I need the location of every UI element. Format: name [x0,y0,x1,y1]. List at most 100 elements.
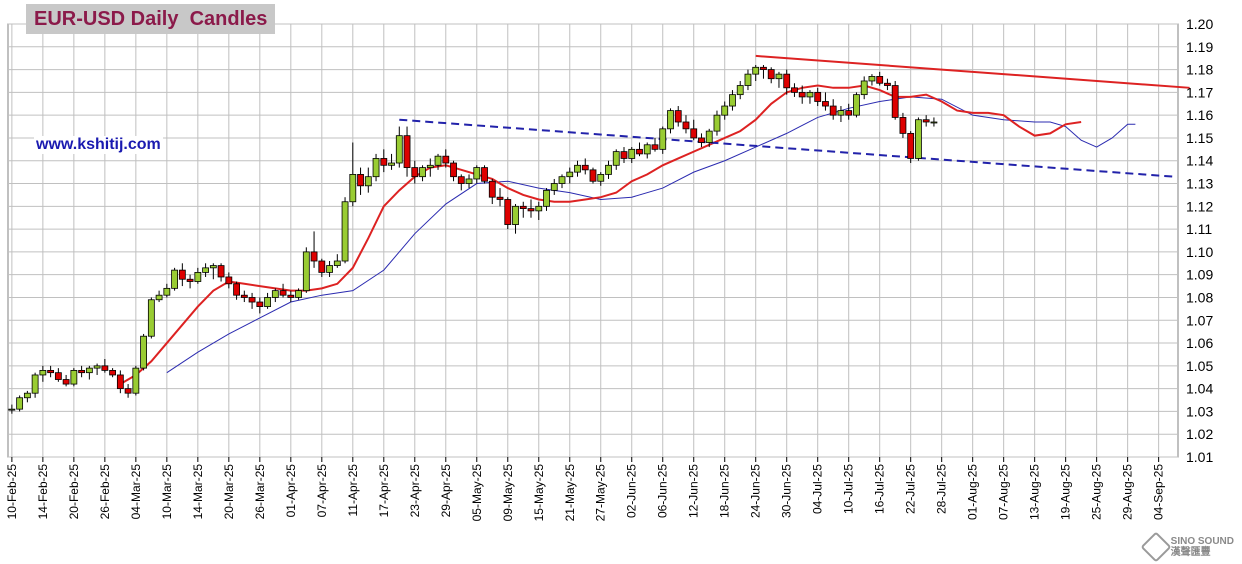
x-tick-label: 27-May-25 [594,464,608,522]
candle-body [481,167,488,182]
candle [302,247,310,293]
candle [240,290,248,303]
candle [217,263,225,282]
candle [853,92,860,118]
candle [705,128,713,148]
candle-body [643,144,651,155]
y-tick-label: 1.05 [1186,358,1213,374]
candle [868,74,876,86]
y-tick-label: 1.01 [1186,449,1213,465]
x-tick-label: 24-Jun-25 [749,464,763,518]
candle [682,115,690,134]
candle [713,110,721,136]
candle-body [217,265,225,278]
candle-body [651,144,659,150]
candle-body [558,176,566,184]
website-link[interactable]: www.kshitij.com [34,136,163,154]
x-tick-label: 18-Jun-25 [718,464,732,518]
candle-body [209,265,217,269]
y-axis: 1.01 1.02 1.03 1.04 1.05 1.06 1.07 1.08 1.09 1.10… [1186,16,1213,465]
candle [659,126,667,154]
candle-body [147,299,155,337]
candle-body [519,205,527,209]
candle-body [760,66,767,70]
y-tick-label: 1.10 [1186,244,1213,260]
x-tick-label: 10-Mar-25 [160,464,174,520]
candle-body [70,369,78,385]
x-tick-label: 20-Mar-25 [222,464,236,520]
candle [543,188,550,211]
y-tick-label: 1.04 [1186,381,1213,397]
candles [8,65,938,414]
watermark-line1: SINO SOUND [1170,536,1234,547]
candle-body [426,164,434,168]
candle-body [713,114,721,132]
candle [248,292,256,309]
candle-body [775,73,783,80]
candle [256,297,264,314]
candle [806,90,814,104]
candle-body [380,158,388,166]
y-tick-label: 1.02 [1186,426,1213,442]
candle [132,365,140,396]
candle-body [698,137,705,143]
candle-body [930,121,938,124]
candle [597,172,605,186]
candle-body [279,290,287,296]
candle-body [822,101,829,107]
candle [442,149,450,168]
x-tick-label: 09-May-25 [501,464,515,522]
candle [357,167,364,195]
candle [589,167,597,184]
y-tick-label: 1.15 [1186,130,1213,146]
candle-body [620,151,628,159]
candle [636,142,643,157]
candle [155,290,163,303]
x-tick-label: 10-Feb-25 [5,464,19,520]
candle [876,71,884,86]
candle-body [597,174,605,182]
candle-body [457,176,465,184]
candle-body [736,85,744,96]
candle-body [853,94,860,116]
candle [310,231,318,268]
candle-body [310,251,318,262]
candle-body [271,290,279,298]
chart-title: EUR-USD Daily Candles [34,7,268,30]
watermark-logo: SINO SOUND 漢聲匯豐 [1140,531,1234,563]
candle [434,153,442,170]
candle [326,261,333,277]
x-tick-label: 16-Jul-25 [873,464,887,514]
candle-body [93,365,101,369]
candle [450,160,457,182]
candle [171,267,178,291]
candle [140,333,147,371]
ma-fast-line [119,84,1082,385]
candle-body [690,128,698,139]
moving-average-fast [119,84,1082,385]
candle [372,153,380,182]
candle [101,359,109,373]
candle-body [581,164,589,171]
candle-body [907,132,915,159]
candle-body [798,91,806,98]
candle [612,149,620,170]
candle [891,80,899,120]
candle [287,290,295,303]
candle-body [636,148,643,155]
candle [93,363,101,375]
candle [690,119,698,141]
x-tick-label: 22-Jul-25 [904,464,918,514]
candle [783,69,791,95]
candle-body [39,369,47,376]
candle-body [442,155,450,164]
candle-body [682,121,690,130]
x-tick-label: 01-Apr-25 [284,464,298,518]
x-tick-label: 10-Jul-25 [842,464,856,514]
candle [124,384,132,398]
candle-body [109,369,117,376]
candle [341,197,349,264]
candle [395,126,403,168]
candle-body [605,164,612,175]
